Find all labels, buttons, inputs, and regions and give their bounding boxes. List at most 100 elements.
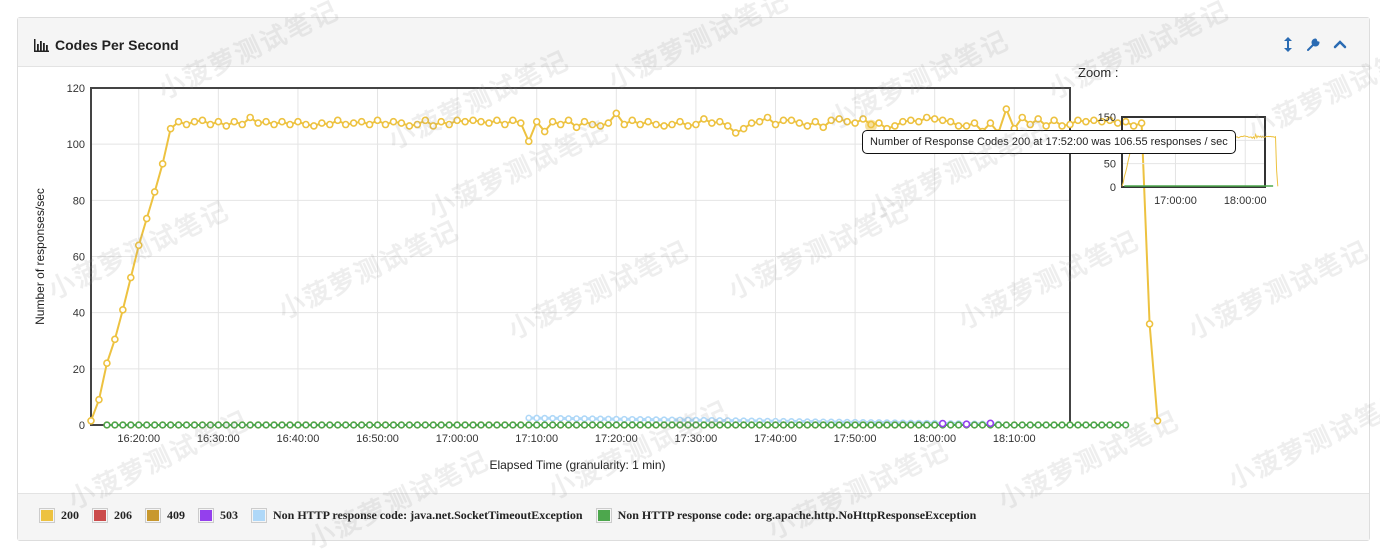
x-tick-label: 17:30:00 xyxy=(674,433,717,445)
data-point xyxy=(230,117,239,126)
data-point xyxy=(206,120,215,129)
x-tick-label: 17:10:00 xyxy=(515,433,558,445)
data-point xyxy=(835,115,843,123)
legend-item[interactable]: 200 xyxy=(39,508,79,523)
legend-item[interactable]: 206 xyxy=(92,508,132,523)
data-point xyxy=(294,117,302,126)
data-point xyxy=(1129,122,1138,130)
data-point xyxy=(954,421,963,429)
data-point xyxy=(589,415,596,423)
legend-item[interactable]: Non HTTP response code: java.net.SocketT… xyxy=(251,508,583,523)
data-point xyxy=(731,129,740,137)
data-point xyxy=(103,421,111,429)
data-point xyxy=(684,421,692,429)
data-point xyxy=(549,414,557,422)
data-point xyxy=(716,421,724,429)
data-point xyxy=(851,421,859,429)
data-point xyxy=(835,421,843,429)
data-point xyxy=(461,421,469,429)
data-point xyxy=(739,124,748,133)
data-point xyxy=(1026,421,1034,429)
data-point xyxy=(572,421,581,429)
data-point xyxy=(540,127,549,136)
zoom-label: Zoom : xyxy=(1078,65,1119,80)
data-point xyxy=(397,119,406,127)
data-point xyxy=(1090,116,1098,125)
data-point xyxy=(962,122,971,130)
data-point xyxy=(883,421,891,429)
data-point xyxy=(787,421,796,429)
legend-item[interactable]: 503 xyxy=(198,508,238,523)
data-point xyxy=(947,421,955,429)
data-point xyxy=(111,421,119,429)
legend-item[interactable]: 409 xyxy=(145,508,185,523)
data-point xyxy=(580,117,589,126)
data-point xyxy=(986,419,995,428)
data-point xyxy=(668,421,676,429)
data-point xyxy=(453,421,461,429)
data-point xyxy=(461,117,469,126)
data-point xyxy=(763,421,772,429)
data-point xyxy=(628,421,636,429)
data-point xyxy=(620,415,628,423)
data-point xyxy=(143,421,151,429)
data-point xyxy=(938,116,947,125)
data-point xyxy=(1042,122,1050,130)
data-point xyxy=(182,421,191,429)
data-point xyxy=(389,421,398,429)
data-point xyxy=(612,421,620,429)
data-point xyxy=(326,421,334,429)
data-point xyxy=(1106,421,1114,429)
data-point xyxy=(532,117,541,126)
data-point xyxy=(238,421,246,429)
data-point xyxy=(294,421,302,429)
bar-chart-icon xyxy=(34,38,49,52)
data-point xyxy=(803,122,812,130)
chart-legend: 200 206 409 503 Non HTTP response code: java… xyxy=(39,508,989,523)
x-tick-label: 17:50:00 xyxy=(834,433,877,445)
data-point xyxy=(429,122,438,130)
data-point xyxy=(477,117,485,126)
data-point xyxy=(954,122,963,130)
data-point xyxy=(692,421,700,429)
data-point xyxy=(811,421,819,429)
data-point xyxy=(469,421,477,429)
data-point xyxy=(525,421,533,429)
data-point xyxy=(429,421,437,429)
data-point xyxy=(524,137,533,146)
chevron-up-icon[interactable] xyxy=(1333,36,1347,52)
data-point xyxy=(1058,122,1066,130)
wrench-icon[interactable] xyxy=(1307,36,1321,52)
data-point xyxy=(891,421,899,429)
data-point xyxy=(1145,320,1154,328)
data-point xyxy=(930,115,939,123)
y-tick-label: 20 xyxy=(73,364,85,376)
x-tick-label: 16:20:00 xyxy=(117,433,160,445)
legend-item[interactable]: Non HTTP response code: org.apache.http.… xyxy=(595,508,977,523)
data-point xyxy=(747,119,756,127)
data-point xyxy=(437,421,445,429)
data-point xyxy=(318,119,326,127)
data-point xyxy=(620,120,629,129)
data-point xyxy=(692,120,700,129)
data-point xyxy=(174,117,183,126)
data-point xyxy=(557,414,565,422)
legend-label: Non HTTP response code: org.apache.http.… xyxy=(617,508,977,522)
data-point xyxy=(1114,421,1122,429)
data-point xyxy=(127,421,135,429)
panel-title: Codes Per Second xyxy=(55,37,179,53)
data-point xyxy=(763,113,772,122)
legend-swatch xyxy=(595,508,612,523)
data-point xyxy=(198,421,207,429)
resize-icon[interactable] xyxy=(1281,36,1295,52)
data-point xyxy=(636,416,644,423)
data-point xyxy=(1098,421,1106,429)
data-point xyxy=(899,421,907,429)
data-point xyxy=(1122,421,1130,429)
zoom-y-tick-label: 50 xyxy=(1104,159,1116,171)
data-point xyxy=(437,117,446,126)
data-point xyxy=(477,421,485,429)
zoom-y-tick-label: 150 xyxy=(1098,112,1116,124)
data-point xyxy=(421,421,429,429)
data-point xyxy=(596,421,604,429)
